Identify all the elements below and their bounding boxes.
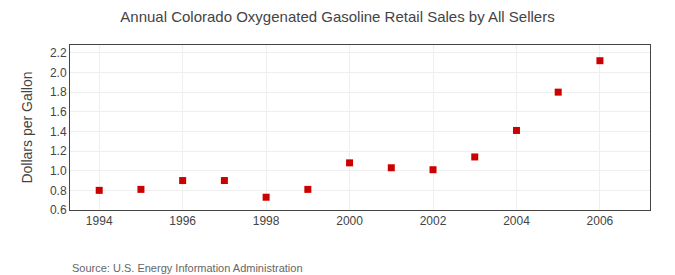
svg-text:Annual Colorado Oxygenated Gas: Annual Colorado Oxygenated Gasoline Reta…: [120, 8, 554, 25]
svg-text:1.2: 1.2: [50, 144, 67, 158]
svg-text:2006: 2006: [587, 214, 614, 228]
svg-text:1998: 1998: [253, 214, 280, 228]
svg-text:2.2: 2.2: [50, 46, 67, 60]
svg-text:2004: 2004: [503, 214, 530, 228]
svg-text:1994: 1994: [86, 214, 113, 228]
svg-text:1.0: 1.0: [50, 164, 67, 178]
svg-text:2000: 2000: [336, 214, 363, 228]
svg-text:0.6: 0.6: [50, 203, 67, 217]
svg-text:2.0: 2.0: [50, 66, 67, 80]
svg-text:0.8: 0.8: [50, 184, 67, 198]
svg-text:Source: U.S. Energy Informatio: Source: U.S. Energy Information Administ…: [72, 262, 303, 274]
svg-text:1.8: 1.8: [50, 85, 67, 99]
svg-text:1996: 1996: [169, 214, 196, 228]
svg-text:2002: 2002: [420, 214, 447, 228]
svg-text:Dollars per Gallon: Dollars per Gallon: [19, 71, 35, 183]
svg-text:1.6: 1.6: [50, 105, 67, 119]
svg-text:1.4: 1.4: [50, 125, 67, 139]
